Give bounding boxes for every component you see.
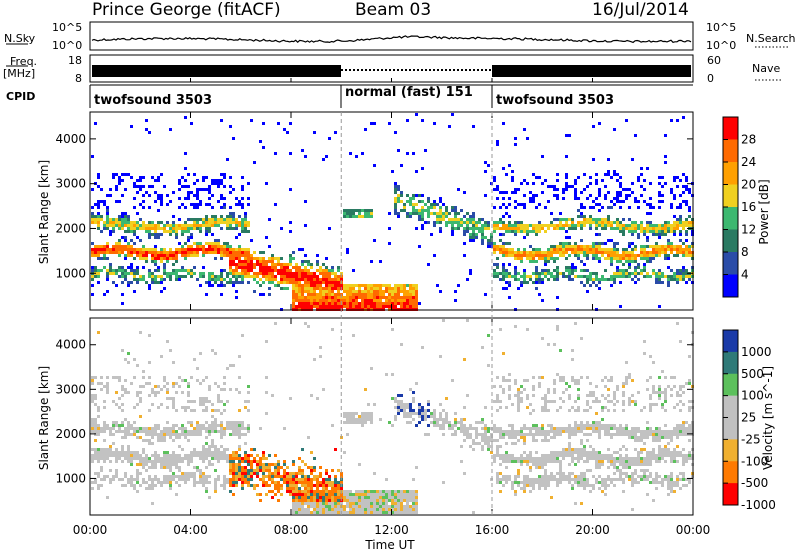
beam-title: Beam 03 [355, 0, 432, 20]
noise-panel-frame [89, 21, 694, 51]
colorbar-swatch [723, 483, 738, 506]
x-axis: 00:00 04:00 08:00 12:00 16:00 20:00 00:00 [73, 78, 711, 537]
colorbar-tick-label: 12 [741, 223, 756, 237]
colorbar-tick-label: -500 [741, 476, 768, 490]
y-tick-label: 1000 [55, 266, 86, 280]
freq-bar-segment-3 [492, 65, 691, 77]
velocity-y-label: Slant Range [km] [37, 366, 51, 470]
colorbar-swatch [723, 373, 738, 397]
noise-tick-top-right: 10^5 [706, 21, 736, 34]
x-tick-label: 00:00 [73, 523, 108, 537]
freq-tick-top-right: 60 [707, 54, 721, 67]
x-tick-label: 00:00 [676, 523, 711, 537]
cpid-panel: twofsound 3503 normal (fast) 151 twofsou… [89, 84, 693, 108]
y-tick-label: 3000 [55, 177, 86, 191]
power-colorbar: 28 24 20 16 12 8 4 [722, 116, 756, 298]
x-tick-label: 12:00 [374, 523, 409, 537]
power-y-label: Slant Range [km] [37, 160, 51, 264]
colorbar-swatch [723, 461, 738, 484]
colorbar-swatch [723, 229, 738, 253]
noise-panel: 10^5 10^0 10^5 10^0 [6, 21, 790, 52]
colorbar-tick-label: 500 [741, 367, 764, 381]
power-colorbar-label: Power [dB] [757, 179, 771, 244]
power-panel: 4000 3000 2000 1000 Slant Range [km] 28 24 20… [37, 111, 771, 311]
x-tick-label: 20:00 [575, 523, 610, 537]
colorbar-swatch [723, 417, 738, 440]
velocity-cells [91, 319, 694, 514]
velocity-panel: 4000 3000 2000 1000 Slant Range [km] 1000 50… [37, 317, 776, 516]
y-tick-label: 2000 [55, 427, 86, 441]
colorbar-swatch [723, 351, 738, 375]
colorbar-tick-label: -1000 [741, 498, 776, 512]
colorbar-swatch [723, 139, 738, 163]
colorbar-swatch [723, 274, 738, 298]
colorbar-tick-label: 20 [741, 178, 756, 192]
freq-bar-segment-1 [92, 65, 341, 77]
x-axis-label: Time UT [364, 538, 415, 552]
colorbar-swatch [723, 330, 738, 353]
freq-label: Freq. [10, 55, 38, 68]
colorbar-swatch [723, 184, 738, 208]
freq-tick-top-left: 18 [68, 54, 82, 67]
colorbar-tick-label: 8 [741, 245, 749, 259]
colorbar-tick-label: 16 [741, 200, 756, 214]
colorbar-tick-label: 100 [741, 389, 764, 403]
y-tick-label: 4000 [55, 338, 86, 352]
x-tick-label: 04:00 [173, 523, 208, 537]
noise-tick-top-left: 10^5 [52, 21, 82, 34]
colorbar-swatch [723, 207, 738, 230]
nave-label: Nave [752, 62, 781, 75]
colorbar-swatch [723, 162, 738, 185]
station-title: Prince George (fitACF) [92, 0, 281, 20]
y-tick-label: 2000 [55, 221, 86, 235]
colorbar-tick-label: -25 [741, 432, 761, 446]
x-tick-label: 16:00 [475, 523, 510, 537]
cpid-label: CPID [6, 90, 36, 103]
colorbar-tick-label: 4 [741, 268, 749, 282]
freq-panel: 18 8 60 0 [6, 54, 782, 85]
colorbar-tick-label: 24 [741, 155, 756, 169]
y-tick-label: 1000 [55, 471, 86, 485]
power-cells [91, 113, 694, 311]
cpid-segment-1-label: twofsound 3503 [94, 93, 212, 108]
cpid-segment-3-label: twofsound 3503 [496, 93, 614, 108]
y-tick-label: 4000 [55, 132, 86, 146]
freq-tick-bottom-right: 0 [707, 72, 714, 85]
noise-tick-bottom-left: 10^0 [52, 39, 82, 52]
colorbar-tick-label: 28 [741, 133, 756, 147]
noise-sky-trace [91, 35, 692, 44]
velocity-colorbar: 1000 500 100 25 -25 -100 -500 -1000 [722, 329, 776, 512]
y-tick-label: 3000 [55, 382, 86, 396]
colorbar-tick-label: -100 [741, 454, 768, 468]
velocity-panel-bg [90, 318, 693, 515]
freq-tick-bottom-left: 8 [75, 72, 82, 85]
colorbar-swatch [723, 117, 738, 140]
colorbar-swatch [723, 252, 738, 275]
velocity-colorbar-label: Velocity [m s^-1] [761, 366, 775, 470]
nsearch-label: N.Search [746, 32, 796, 45]
colorbar-swatch [723, 439, 738, 462]
nsky-label: N.Sky [4, 32, 36, 45]
x-tick-label: 08:00 [274, 523, 309, 537]
colorbar-tick-label: 25 [741, 411, 756, 425]
date-title: 16/Jul/2014 [592, 0, 689, 20]
cpid-segment-2-label: normal (fast) 151 [345, 85, 473, 100]
colorbar-tick-label: 1000 [741, 345, 772, 359]
colorbar-swatch [723, 395, 738, 418]
freq-unit-label: [MHz] [3, 67, 36, 80]
noise-tick-bottom-right: 10^0 [706, 39, 736, 52]
